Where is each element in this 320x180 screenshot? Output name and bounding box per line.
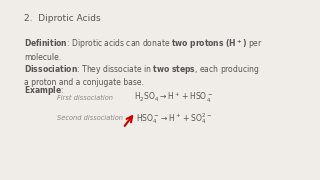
Text: $\mathrm{H_2SO_4 \rightarrow H^+ + HSO_4^-}$: $\mathrm{H_2SO_4 \rightarrow H^+ + HSO_4… [134, 91, 213, 105]
Text: $\mathbf{Dissociation}$: They dissociate in $\mathbf{two\ steps}$, each producin: $\mathbf{Dissociation}$: They dissociate… [24, 62, 260, 87]
Text: $\mathbf{Example}$:: $\mathbf{Example}$: [24, 84, 65, 97]
Text: $\mathrm{HSO_4^- \rightarrow H^+ + SO_4^{2-}}$: $\mathrm{HSO_4^- \rightarrow H^+ + SO_4^… [136, 111, 212, 126]
Text: First dissociation: First dissociation [57, 95, 113, 101]
Text: Second dissociation: Second dissociation [57, 115, 123, 121]
Text: $\mathbf{Definition}$: Diprotic acids can donate $\mathbf{two\ protons\ (H^+)}$ : $\mathbf{Definition}$: Diprotic acids ca… [24, 37, 263, 62]
Text: 2.  Diprotic Acids: 2. Diprotic Acids [24, 14, 101, 23]
